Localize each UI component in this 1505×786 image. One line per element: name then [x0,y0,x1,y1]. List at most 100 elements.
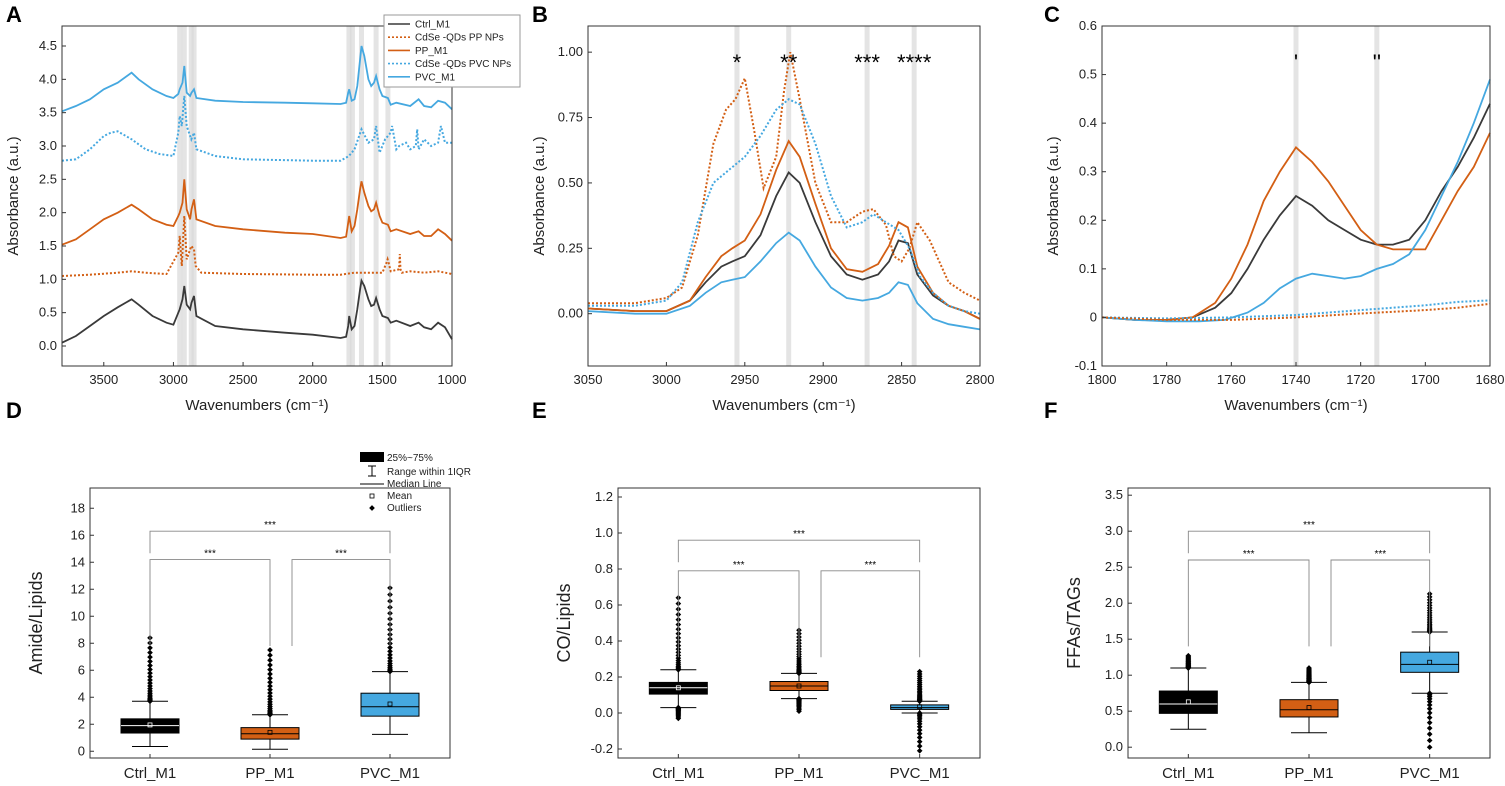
panel-label-f: F [1044,398,1057,423]
y-axis-title-c: Absorbance (a.u.) [1045,136,1062,255]
x-tick-label-b: 2900 [809,372,838,387]
significance-bracket [291,559,391,646]
outlier-point [916,668,923,675]
box-pvc-m1 [1400,651,1460,673]
outlier-point [147,654,153,660]
mean-marker-pp-m1 [1306,705,1312,710]
y-tick-label-d: 12 [71,581,85,596]
panel-label-c: C [1044,2,1060,27]
y-tick-label-b: 0.75 [558,110,583,125]
legend-label-cdse-qds-pp-nps: CdSe -QDs PP NPs [415,33,504,44]
outlier-point [267,690,273,696]
significance-label: *** [264,520,276,531]
outlier-point [1426,702,1433,708]
outlier-point [916,730,923,737]
y-tick-label-e: 0.4 [595,633,613,648]
x-tick-label-a: 3000 [159,372,188,387]
y-tick-label-a: 0.5 [39,305,57,320]
outlier-point [267,693,273,700]
outlier-point [1426,705,1433,712]
band-marker-a [191,26,197,366]
y-tick-label-e: 0.6 [595,597,613,612]
outlier-point [267,652,273,659]
y-tick-label-a: 4.0 [39,71,57,86]
y-tick-label-d: 18 [71,500,85,515]
y-tick-label-b: 0.00 [558,306,583,321]
x-tick-label-b: 2850 [887,372,916,387]
x-tick-label-b: 3050 [574,372,603,387]
y-tick-label-f: 2.0 [1105,595,1123,610]
outlier-point [916,721,923,727]
y-tick-label-f: 2.5 [1105,559,1123,574]
series-line-pvc-m1 [587,231,981,331]
x-tick-label-a: 3500 [89,372,118,387]
mean-marker-pp-m1 [796,683,802,689]
outlier-point [1426,714,1433,721]
y-tick-label-f: 3.5 [1105,487,1123,502]
y-axis-title-d: Amide/Lipids [26,571,46,674]
outlier-point [267,686,273,693]
y-tick-label-d: 8 [78,635,85,650]
y-tick-label-d: 10 [71,608,85,623]
legend-label-pp-m1: PP_M1 [415,46,448,57]
mean-marker-pp-m1 [267,729,273,735]
band-marker-c [1374,26,1380,366]
significance-label: *** [733,560,745,571]
y-tick-label-b: 0.50 [558,175,583,190]
outlier-point [916,723,923,730]
significance-bracket [1187,530,1431,554]
y-axis-title-b: Absorbance (a.u.) [531,136,548,255]
panel-label-d: D [6,398,22,423]
outlier-point [387,658,393,664]
significance-label: *** [864,560,876,571]
outlier-point [796,708,802,715]
outlier-point [267,696,273,702]
outlier-point [147,680,153,686]
legend-label-cdse-qds-pvc-nps: CdSe -QDs PVC NPs [415,59,511,70]
y-tick-label-c: 0.4 [1079,115,1097,130]
outlier-point [1426,737,1433,744]
mean-marker-pvc-m1 [387,701,393,707]
outlier-point [267,679,273,686]
x-category-label-pvc-m1: PVC_M1 [1400,765,1460,782]
outlier-point [916,743,923,749]
y-tick-label-a: 2.5 [39,171,57,186]
series-line-ctrl-m1 [61,277,453,344]
significance-bracket [149,530,391,554]
legend-label-range: Range within 1IQR [387,467,471,478]
x-category-label-pp-m1: PP_M1 [1284,765,1333,782]
x-category-label-ctrl-m1: Ctrl_M1 [652,765,705,782]
y-tick-label-f: 1.0 [1105,667,1123,682]
mean-marker-pvc-m1 [917,704,923,710]
series-line-ctrl-m1 [1101,103,1491,321]
chart-panel-b: 3050 3000 2950 2900 2850 2800 Wavenumbers (cm⁻… [531,25,994,414]
band-annotation: ** [780,50,798,75]
x-tick-label-b: 2950 [730,372,759,387]
outlier-point [1426,719,1433,726]
x-tick-label-c: 1720 [1346,372,1375,387]
y-axis-title-f: FFAs/TAGs [1064,577,1084,669]
y-tick-label-a: 1.5 [39,238,57,253]
x-category-label-ctrl-m1: Ctrl_M1 [124,765,177,782]
significance-bracket [1330,559,1431,647]
x-tick-label-c: 1680 [1476,372,1505,387]
series-line-cdse-qds-pvc-nps [588,98,981,315]
significance-label: *** [1243,549,1255,560]
x-tick-label-a: 2500 [229,372,258,387]
y-tick-label-d: 6 [78,662,85,677]
outlier-point [387,644,393,651]
outlier-point [267,666,273,673]
series-line-pp-m1 [61,179,453,246]
mean-marker-ctrl-m1 [675,685,681,691]
legend-label-ctrl-m1: Ctrl_M1 [415,20,450,31]
band-annotation: * [733,50,742,75]
y-tick-label-d: 16 [71,527,85,542]
legend-swatch-range [368,465,376,477]
band-marker-a [346,26,352,366]
y-tick-label-a: 0.0 [39,338,57,353]
y-tick-label-e: 1.0 [595,525,613,540]
significance-bracket [149,559,271,646]
outlier-point [1426,744,1433,751]
x-tick-label-a: 1500 [368,372,397,387]
